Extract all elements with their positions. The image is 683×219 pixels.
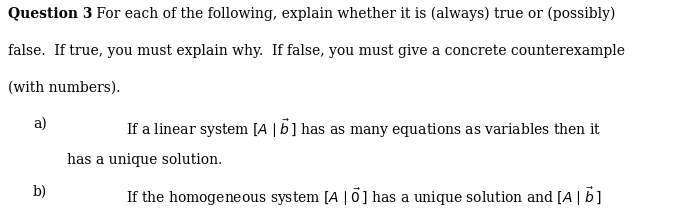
Text: If a linear system $[ A \mid \vec{b}\,]$ has as many equations as variables then: If a linear system $[ A \mid \vec{b}\,]$… xyxy=(126,117,602,140)
Text: a): a) xyxy=(33,117,46,131)
Text: (with numbers).: (with numbers). xyxy=(8,81,121,95)
Text: If the homogeneous system $[ A \mid \vec{0}\,]$ has a unique solution and $[ A \: If the homogeneous system $[ A \mid \vec… xyxy=(126,185,602,208)
Text: has a unique solution.: has a unique solution. xyxy=(67,153,222,167)
Text: b): b) xyxy=(33,185,47,199)
Text: false.  If true, you must explain why.  If false, you must give a concrete count: false. If true, you must explain why. If… xyxy=(8,44,625,58)
Text: For each of the following, explain whether it is (always) true or (possibly): For each of the following, explain wheth… xyxy=(92,7,615,21)
Text: Question 3: Question 3 xyxy=(8,7,93,21)
